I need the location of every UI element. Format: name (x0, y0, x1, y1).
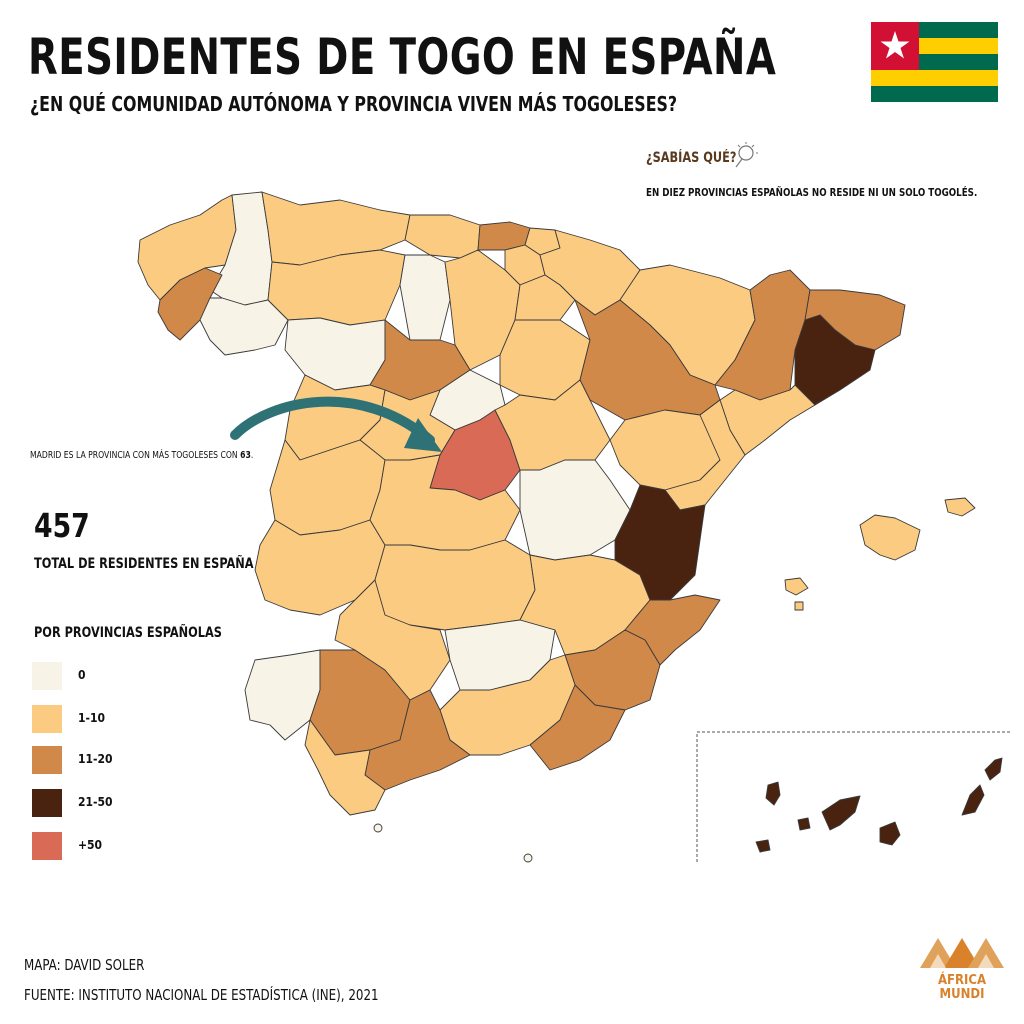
legend-title: POR PROVINCIAS ESPAÑOLAS (34, 625, 222, 641)
province-palencia (399, 254, 451, 341)
did-you-know-text: EN DIEZ PROVINCIAS ESPAÑOLAS NO RESIDE N… (646, 186, 978, 199)
madrid-annotation-suffix: . (250, 450, 254, 461)
map-credit: MAPA: DAVID SOLER (24, 956, 145, 974)
province-toledo (369, 454, 521, 551)
legend-item-11-20: 11-20 (32, 746, 152, 776)
province-el-hierro (755, 839, 771, 853)
madrid-annotation: MADRID ES LA PROVINCIA CON MÁS TOGOLESES… (30, 450, 253, 461)
logo-line2: MUNDI (939, 987, 985, 1002)
legend-item-1-10: 1-10 (32, 705, 152, 735)
legend-item-0: 0 (32, 662, 152, 692)
source-credit: FUENTE: INSTITUTO NACIONAL DE ESTADÍSTIC… (24, 986, 379, 1004)
province-tenerife (821, 795, 861, 831)
legend-label: 11-20 (78, 752, 113, 766)
province-ibiza (784, 577, 809, 596)
canary-inset-border (696, 731, 1010, 862)
legend-swatch (32, 832, 62, 860)
province-ciudad-real (374, 539, 536, 631)
legend-swatch (32, 789, 62, 817)
province-gran-canaria (879, 821, 901, 846)
logo-text: ÁFRICA MUNDI (916, 974, 1008, 1002)
province-fuerteventura (961, 784, 985, 816)
province-mallorca (859, 514, 921, 561)
legend-label: 1-10 (78, 711, 106, 725)
legend-swatch (32, 705, 62, 733)
legend-label: +50 (78, 838, 103, 852)
province-lanzarote (984, 757, 1003, 781)
ceuta (373, 823, 383, 833)
province-almeria (529, 684, 626, 771)
province-cadiz (304, 719, 386, 816)
melilla (523, 853, 533, 863)
legend-label: 0 (78, 668, 86, 682)
province-tarragona (719, 384, 816, 456)
total-residents-value: 457 (34, 506, 90, 545)
total-residents-label: TOTAL DE RESIDENTES EN ESPAÑA (34, 556, 254, 572)
madrid-annotation-value: 63 (240, 450, 251, 461)
logo-line1: ÁFRICA (937, 973, 987, 988)
province-valencia (614, 484, 706, 601)
legend-swatch (32, 662, 62, 690)
province-la-palma (765, 781, 781, 806)
page-title: RESIDENTES DE TOGO EN ESPAÑA (28, 28, 777, 86)
madrid-annotation-prefix: MADRID ES LA PROVINCIA CON MÁS TOGOLESES… (30, 450, 241, 461)
province-huelva (244, 649, 321, 741)
province-cantabria (404, 214, 481, 259)
province-barcelona (794, 314, 876, 406)
lightbulb-icon (735, 142, 758, 168)
legend-swatch (32, 746, 62, 774)
madrid-arrow (230, 396, 435, 445)
africa-mundi-logo (920, 938, 1004, 968)
page-subtitle: ¿EN QUÉ COMUNIDAD AUTÓNOMA Y PROVINCIA V… (30, 92, 678, 116)
province-menorca (944, 497, 976, 517)
province-asturias (261, 191, 411, 266)
legend-item-50-plus: +50 (32, 832, 152, 862)
province-la-gomera (797, 817, 811, 831)
province-leon (267, 249, 406, 326)
did-you-know-heading: ¿SABÍAS QUÉ? (646, 150, 737, 166)
province-cuenca (519, 459, 631, 561)
legend-item-21-50: 21-50 (32, 789, 152, 819)
legend-label: 21-50 (78, 795, 113, 809)
province-zamora (284, 317, 386, 391)
togo-flag (871, 22, 998, 102)
